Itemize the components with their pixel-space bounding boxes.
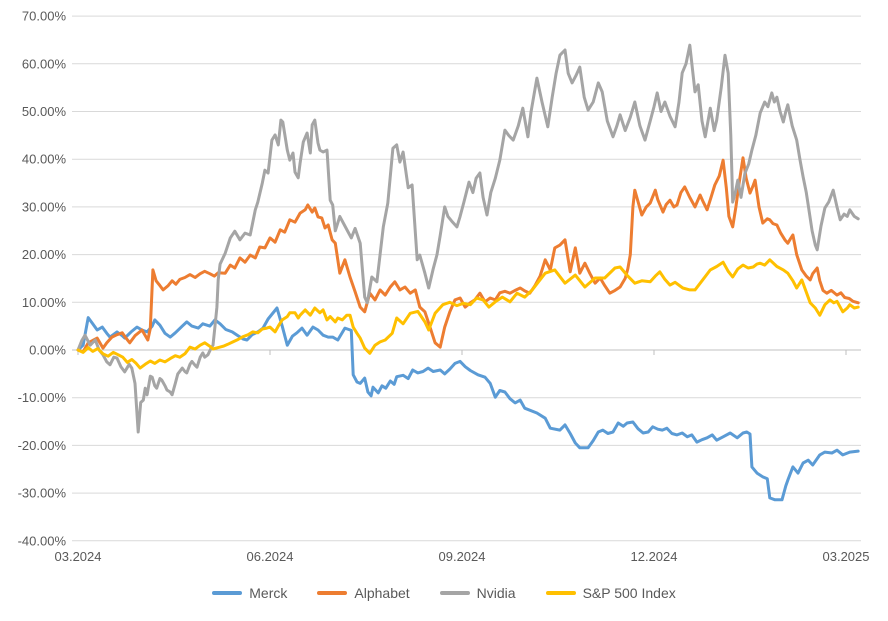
y-axis-label: -20.00% — [18, 438, 67, 453]
series-line-alphabet — [76, 156, 860, 354]
legend-label-merck: Merck — [249, 585, 288, 601]
x-axis-label: 06.2024 — [247, 549, 294, 564]
chart-legend: Merck Alphabet Nvidia S&P 500 Index — [0, 586, 888, 600]
y-axis-label: 10.00% — [22, 295, 67, 310]
y-axis-label: 40.00% — [22, 152, 67, 167]
legend-item-merck: Merck — [212, 586, 287, 600]
legend-item-alphabet: Alphabet — [317, 585, 410, 601]
series-line-merck — [76, 306, 860, 502]
legend-label-alphabet: Alphabet — [354, 585, 410, 601]
y-axis-label: 0.00% — [29, 343, 66, 358]
y-axis-label: 30.00% — [22, 199, 67, 214]
chart-canvas: 70.00% 60.00% 50.00% 40.00% 30.00% 20.00% 10.0… — [18, 9, 870, 564]
legend-swatch-merck — [212, 591, 243, 595]
legend-label-s-p-500-index: S&P 500 Index — [582, 585, 676, 601]
legend-item-nvidia: Nvidia — [439, 585, 516, 601]
legend-label-nvidia: Nvidia — [476, 585, 516, 601]
y-axis-label: -30.00% — [18, 486, 67, 501]
y-axis-label: 70.00% — [22, 9, 67, 24]
legend-item-s-p-500-index: S&P 500 Index — [545, 585, 676, 601]
y-axis-label: 50.00% — [22, 104, 67, 119]
y-axis-label: 20.00% — [22, 247, 67, 262]
series-line-nvidia — [76, 43, 860, 434]
x-axis-label: 09.2024 — [439, 549, 486, 564]
x-axis-label: 03.2024 — [55, 549, 102, 564]
legend-swatch-nvidia — [439, 591, 470, 595]
y-axis-label: 60.00% — [22, 56, 67, 71]
x-axis-label: 03.2025 — [823, 549, 870, 564]
legend-swatch-s-p-500-index — [545, 591, 576, 595]
x-axis-label: 12.2024 — [631, 549, 678, 564]
series-line-s-p-500-index — [76, 258, 860, 370]
y-axis-label: -40.00% — [18, 533, 67, 548]
legend-swatch-alphabet — [317, 591, 348, 595]
y-axis-label: -10.00% — [18, 390, 67, 405]
